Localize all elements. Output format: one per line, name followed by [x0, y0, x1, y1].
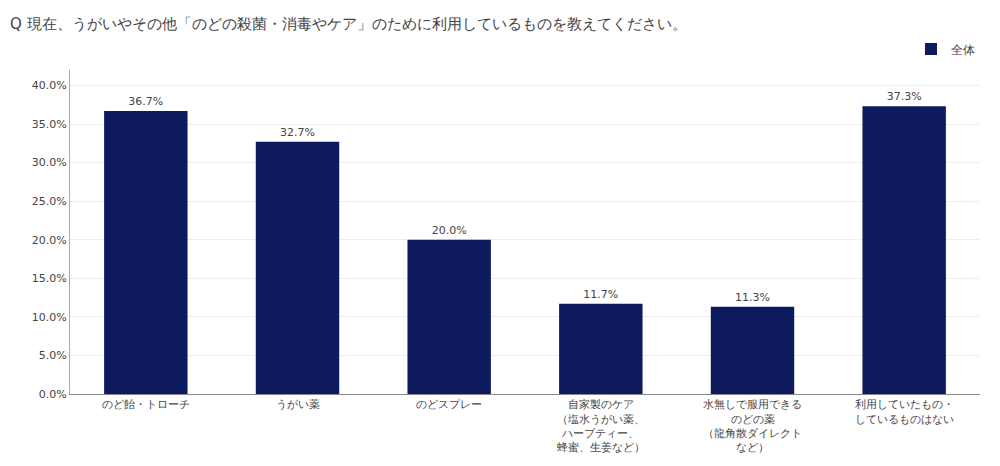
svg-text:35.0%: 35.0%: [32, 118, 67, 131]
svg-text:うがい薬: うがい薬: [276, 398, 320, 411]
svg-text:水無しで服用できるのどの薬（龍角散ダイレクトなど）: 水無しで服用できるのどの薬（龍角散ダイレクトなど）: [703, 398, 802, 454]
svg-text:11.7%: 11.7%: [583, 288, 618, 301]
svg-text:36.7%: 36.7%: [128, 95, 163, 108]
svg-text:のどスプレー: のどスプレー: [416, 398, 482, 411]
svg-text:30.0%: 30.0%: [32, 156, 67, 169]
svg-text:全体: 全体: [951, 43, 975, 57]
svg-text:5.0%: 5.0%: [39, 349, 67, 362]
svg-text:0.0%: 0.0%: [39, 388, 67, 401]
svg-text:32.7%: 32.7%: [280, 126, 315, 139]
svg-text:37.3%: 37.3%: [887, 90, 922, 103]
svg-text:Q 現在、うがいやその他「のどの殺菌・消毒やケア」のために利: Q 現在、うがいやその他「のどの殺菌・消毒やケア」のために利用しているものを教え…: [10, 15, 687, 33]
svg-text:25.0%: 25.0%: [32, 195, 67, 208]
svg-text:15.0%: 15.0%: [32, 272, 67, 285]
svg-text:40.0%: 40.0%: [32, 79, 67, 92]
svg-text:10.0%: 10.0%: [32, 311, 67, 324]
svg-text:20.0%: 20.0%: [32, 234, 67, 247]
svg-text:利用していたもの・しているものはない: 利用していたもの・しているものはない: [855, 398, 954, 425]
svg-text:のど飴・トローチ: のど飴・トローチ: [102, 398, 190, 411]
svg-text:11.3%: 11.3%: [735, 291, 770, 304]
svg-text:20.0%: 20.0%: [432, 224, 467, 237]
svg-text:自家製のケア（塩水うがい薬、ハーブティー、蜂蜜、生姜など）: 自家製のケア（塩水うがい薬、ハーブティー、蜂蜜、生姜など）: [557, 398, 645, 454]
